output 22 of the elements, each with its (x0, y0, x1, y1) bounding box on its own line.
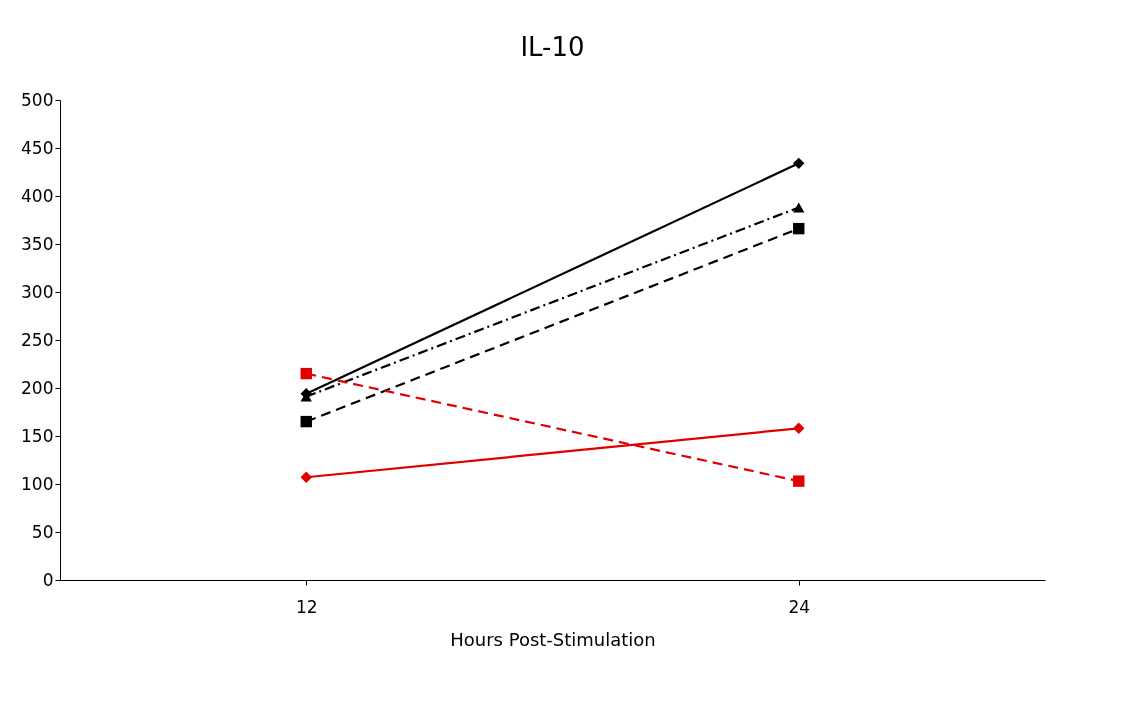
y-tick-label: 100 (21, 473, 54, 494)
chart-title: IL-10 (520, 32, 585, 62)
point (300, 367, 312, 380)
x-tick-label: 24 (788, 596, 811, 617)
y-tick-label: 300 (21, 281, 54, 302)
y-tick-label: 200 (21, 377, 54, 398)
point (793, 422, 805, 435)
y-tick-label: 350 (21, 233, 54, 254)
y-tick-label: 450 (21, 137, 54, 158)
y-tick-label: 400 (21, 185, 54, 206)
y-tick-label: 0 (42, 569, 54, 590)
point (793, 475, 805, 487)
y-tick-label: 50 (31, 521, 54, 542)
point (793, 157, 805, 170)
x-axis-title: Hours Post-Stimulation (450, 628, 656, 650)
y-tick-label: 250 (21, 329, 54, 350)
y-tick-label: 150 (21, 425, 54, 446)
point (793, 222, 805, 235)
y-tick-label: 500 (21, 89, 54, 110)
point (300, 415, 312, 428)
x-tick-label: 12 (295, 596, 318, 617)
point (300, 471, 312, 483)
